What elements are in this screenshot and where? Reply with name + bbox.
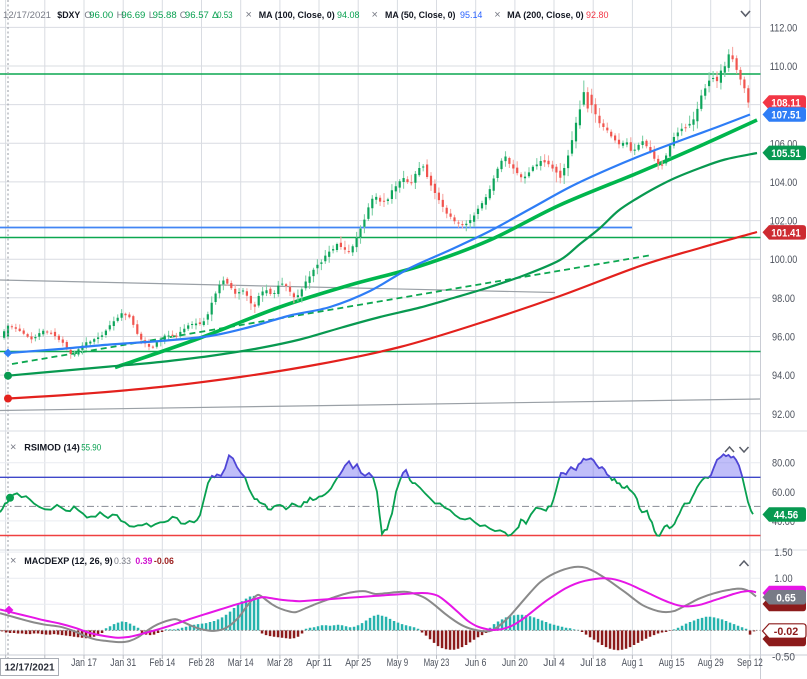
svg-text:Apr 11: Apr 11 xyxy=(306,657,332,669)
svg-text:110.00: 110.00 xyxy=(770,61,798,73)
svg-text:80.00: 80.00 xyxy=(772,458,795,470)
svg-text:Aug 15: Aug 15 xyxy=(659,657,685,669)
svg-text:Feb 28: Feb 28 xyxy=(189,657,215,669)
svg-text:104.00: 104.00 xyxy=(770,177,798,189)
svg-text:Jun 6: Jun 6 xyxy=(465,657,487,669)
svg-text:RSIMOD (14): RSIMOD (14) xyxy=(24,443,80,454)
svg-text:Jan 17: Jan 17 xyxy=(71,657,97,669)
svg-text:60.00: 60.00 xyxy=(772,487,795,499)
svg-text:Aug 1: Aug 1 xyxy=(622,657,644,669)
svg-text:May 23: May 23 xyxy=(424,657,450,669)
svg-text:12/17/2021: 12/17/2021 xyxy=(3,10,51,21)
svg-text:Jan 31: Jan 31 xyxy=(110,657,136,669)
svg-text:MA (50, Close, 0): MA (50, Close, 0) xyxy=(385,10,456,21)
svg-text:-0.50: -0.50 xyxy=(772,652,795,664)
svg-text:L: L xyxy=(149,10,154,21)
svg-text:12/17/2021: 12/17/2021 xyxy=(4,663,54,674)
svg-text:×: × xyxy=(372,9,378,21)
svg-text:1.00: 1.00 xyxy=(774,573,792,585)
svg-text:×: × xyxy=(10,555,16,567)
svg-text:44.56: 44.56 xyxy=(774,510,799,522)
svg-text:O: O xyxy=(84,10,91,21)
svg-text:×: × xyxy=(494,9,500,21)
svg-text:Δ: Δ xyxy=(212,10,219,21)
svg-text:0.65: 0.65 xyxy=(776,592,796,604)
svg-text:0.53: 0.53 xyxy=(217,10,233,21)
svg-text:MA (100, Close, 0): MA (100, Close, 0) xyxy=(259,10,335,21)
svg-text:102.00: 102.00 xyxy=(770,216,798,228)
svg-text:92.00: 92.00 xyxy=(772,409,795,421)
svg-text:-0.06: -0.06 xyxy=(154,556,174,567)
svg-text:101.41: 101.41 xyxy=(771,227,800,239)
svg-text:May 9: May 9 xyxy=(387,657,409,669)
svg-text:×: × xyxy=(10,442,16,454)
svg-text:96.69: 96.69 xyxy=(121,10,145,21)
svg-text:H: H xyxy=(117,10,124,21)
svg-text:Jul 4: Jul 4 xyxy=(543,657,565,669)
svg-text:96.57: 96.57 xyxy=(185,10,209,21)
svg-text:96.00: 96.00 xyxy=(772,332,795,344)
svg-text:95.14: 95.14 xyxy=(460,10,482,21)
svg-text:Sep 12: Sep 12 xyxy=(737,657,763,669)
svg-text:Jun 20: Jun 20 xyxy=(502,657,528,669)
svg-text:C: C xyxy=(180,10,187,21)
svg-text:Feb 14: Feb 14 xyxy=(149,657,175,669)
svg-text:98.00: 98.00 xyxy=(772,293,795,305)
svg-text:MACDEXP (12, 26, 9): MACDEXP (12, 26, 9) xyxy=(24,556,112,567)
svg-text:Jul 18: Jul 18 xyxy=(580,657,606,669)
svg-text:108.11: 108.11 xyxy=(771,98,800,110)
svg-text:112.00: 112.00 xyxy=(770,22,798,34)
svg-text:Mar 28: Mar 28 xyxy=(267,657,293,669)
svg-text:MA (200, Close, 0): MA (200, Close, 0) xyxy=(507,10,583,21)
svg-text:0.33: 0.33 xyxy=(114,556,131,567)
svg-text:-0.02: -0.02 xyxy=(774,626,799,638)
svg-text:Apr 25: Apr 25 xyxy=(345,657,371,669)
svg-text:$DXY: $DXY xyxy=(57,10,81,21)
svg-text:96.00: 96.00 xyxy=(89,10,113,21)
svg-text:55.90: 55.90 xyxy=(81,443,101,454)
svg-text:×: × xyxy=(246,9,252,21)
svg-text:100.00: 100.00 xyxy=(770,254,798,266)
svg-text:92.80: 92.80 xyxy=(586,10,609,21)
svg-text:94.00: 94.00 xyxy=(772,370,795,382)
svg-text:Mar 14: Mar 14 xyxy=(228,657,254,669)
svg-text:107.51: 107.51 xyxy=(771,110,800,122)
svg-text:94.08: 94.08 xyxy=(337,10,360,21)
svg-text:Aug 29: Aug 29 xyxy=(698,657,724,669)
svg-text:105.51: 105.51 xyxy=(771,148,800,160)
svg-text:1.50: 1.50 xyxy=(774,547,792,559)
svg-text:95.88: 95.88 xyxy=(153,10,177,21)
svg-text:0.39: 0.39 xyxy=(135,556,152,567)
